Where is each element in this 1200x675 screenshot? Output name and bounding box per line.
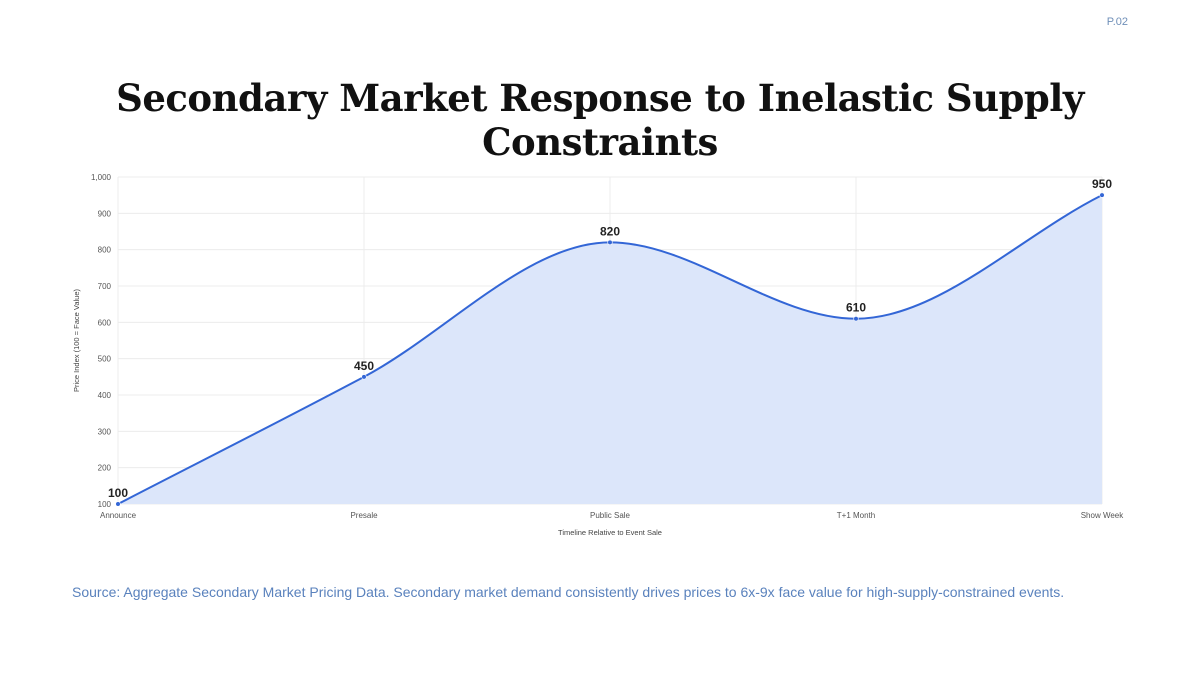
y-tick-label: 200 — [98, 464, 112, 473]
series-area-fill — [118, 195, 1102, 504]
slide-title: Secondary Market Response to Inelastic S… — [116, 76, 1084, 164]
x-axis-title: Timeline Relative to Event Sale — [558, 528, 662, 537]
y-tick-label: 100 — [98, 500, 112, 509]
x-tick-label: Public Sale — [590, 511, 631, 520]
y-tick-label: 1,000 — [91, 173, 112, 182]
y-tick-label: 700 — [98, 282, 112, 291]
x-tick-label: Announce — [100, 511, 137, 520]
page-number: P.02 — [1106, 16, 1128, 28]
data-label: 820 — [600, 224, 620, 238]
data-label: 100 — [108, 486, 128, 500]
data-point — [115, 501, 121, 507]
data-labels: 100 450 820 610 950 — [108, 177, 1112, 500]
data-point — [853, 316, 859, 322]
data-point — [1099, 192, 1105, 198]
y-tick-label: 500 — [98, 355, 112, 364]
source-caption: Source: Aggregate Secondary Market Prici… — [72, 584, 1065, 600]
data-label: 950 — [1092, 177, 1112, 191]
price-index-area-chart: 100 450 820 610 950 100 200 300 400 500 600 700 800… — [72, 173, 1124, 537]
y-axis-title: Price Index (100 = Face Value) — [72, 288, 81, 392]
y-tick-label: 800 — [98, 246, 112, 255]
y-tick-label: 300 — [98, 427, 112, 436]
data-point — [361, 374, 367, 380]
y-tick-label: 600 — [98, 318, 112, 327]
y-axis-ticks: 100 200 300 400 500 600 700 800 900 1,000 — [91, 173, 112, 509]
y-tick-label: 400 — [98, 391, 112, 400]
x-axis-ticks: Announce Presale Public Sale T+1 Month Show … — [100, 511, 1124, 520]
y-tick-label: 900 — [98, 209, 112, 218]
x-tick-label: T+1 Month — [837, 511, 875, 520]
data-label: 450 — [354, 359, 374, 373]
data-point — [607, 239, 613, 245]
data-label: 610 — [846, 301, 866, 315]
x-tick-label: Presale — [350, 511, 378, 520]
x-tick-label: Show Week — [1081, 511, 1125, 520]
data-points — [115, 192, 1105, 507]
